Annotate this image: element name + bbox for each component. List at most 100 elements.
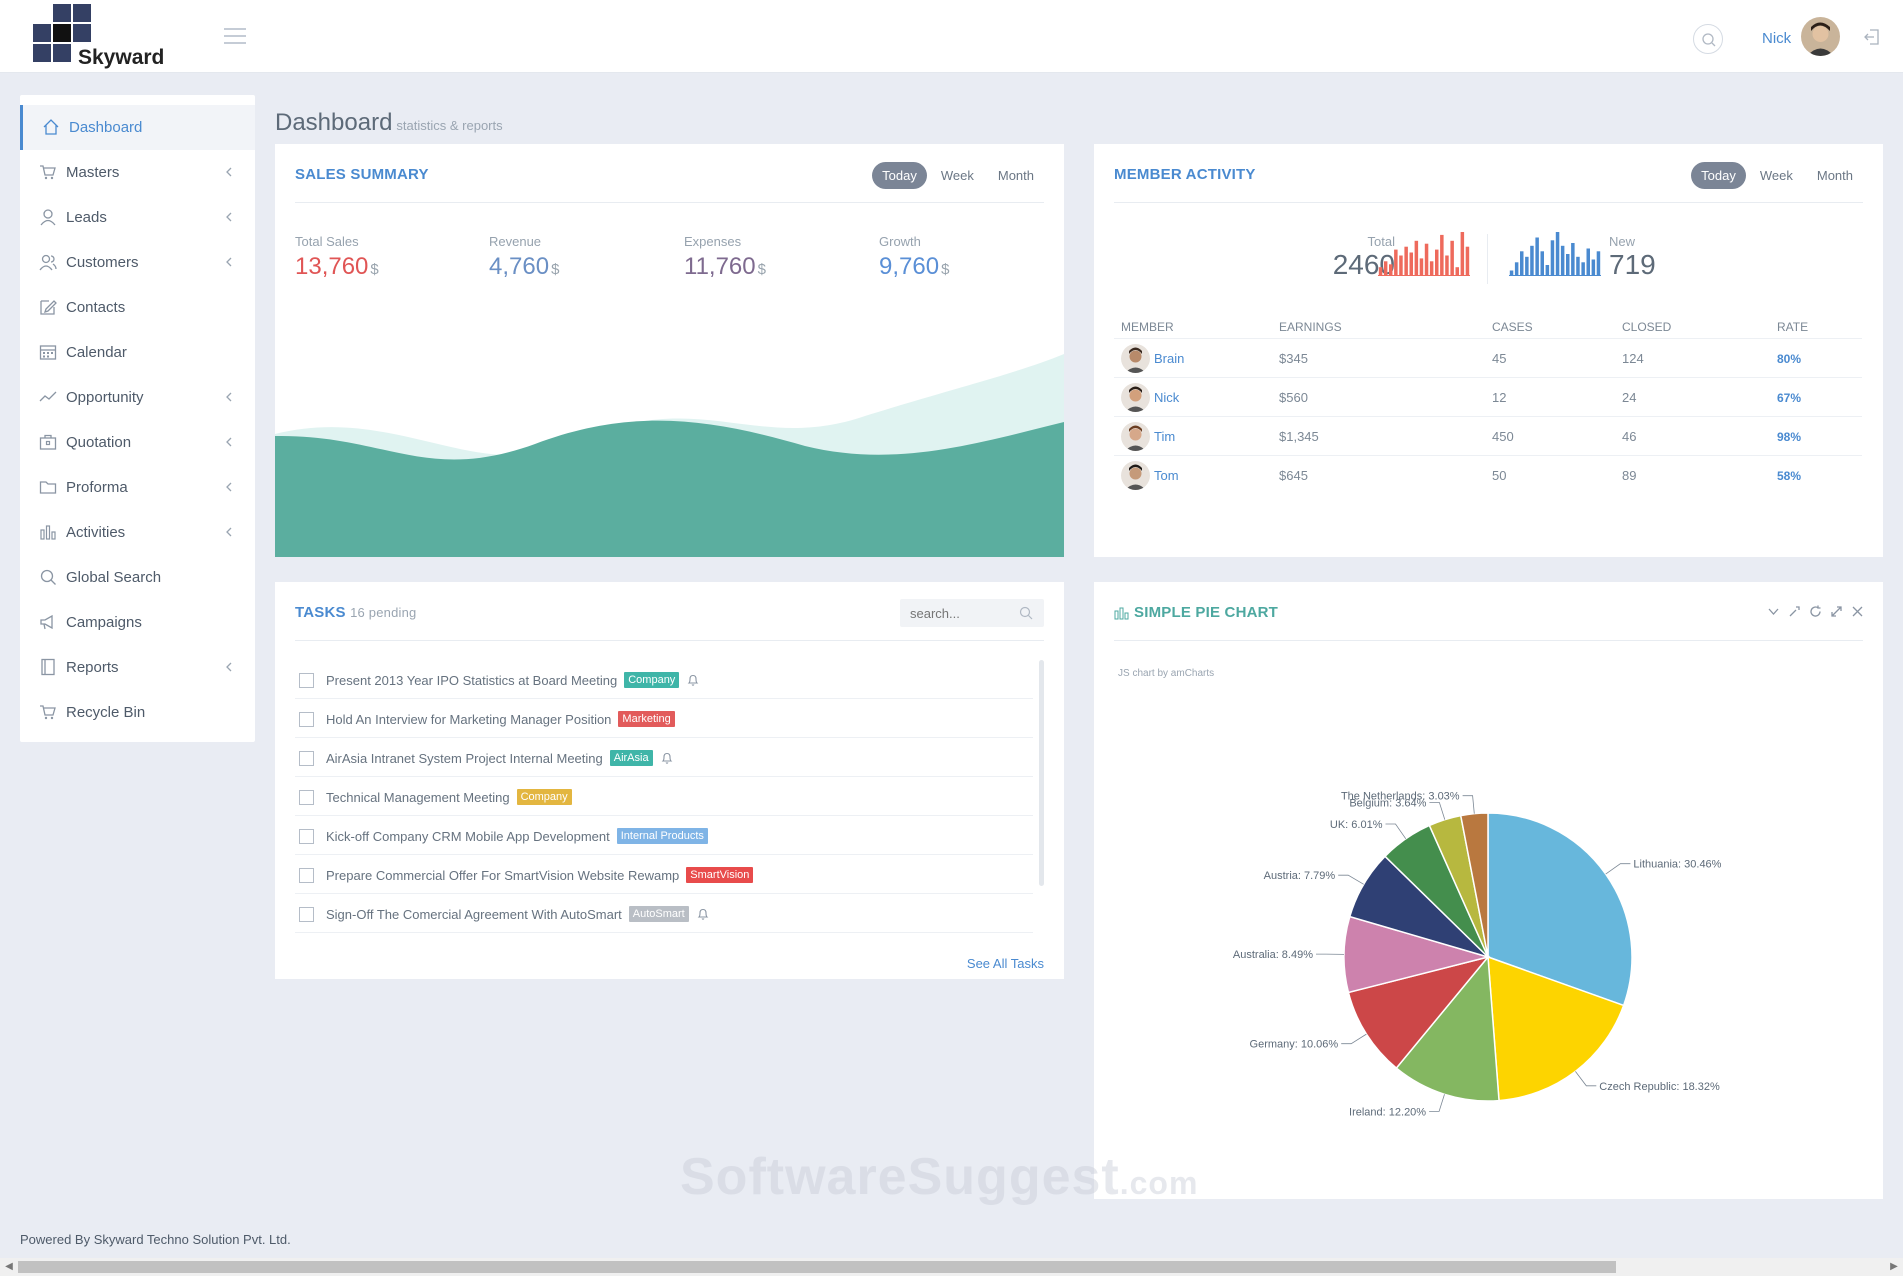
task-item[interactable]: Hold An Interview for Marketing Manager … — [295, 699, 1033, 738]
refresh-icon[interactable] — [1808, 604, 1823, 619]
task-checkbox[interactable] — [299, 868, 314, 883]
new-spark-bar — [1591, 259, 1596, 276]
member-name[interactable]: Nick — [1154, 390, 1180, 405]
sidebar-item-calendar[interactable]: Calendar — [20, 330, 255, 375]
sidebar-item-masters[interactable]: Masters — [20, 150, 255, 195]
close-icon[interactable] — [1850, 604, 1865, 619]
task-title[interactable]: Kick-off Company CRM Mobile App Developm… — [326, 828, 610, 844]
task-item[interactable]: Prepare Commercial Offer For SmartVision… — [295, 855, 1033, 894]
watermark-main: SoftwareSuggest — [680, 1148, 1120, 1206]
pie-leader-line — [1575, 1071, 1597, 1087]
sidebar-nav: Dashboard Masters Leads Customers Contacts Ca… — [20, 95, 255, 742]
sidebar-item-reports[interactable]: Reports — [20, 645, 255, 690]
member-tab-today[interactable]: Today — [1691, 162, 1746, 189]
sales-area-chart — [275, 354, 1064, 557]
sidebar-item-dashboard[interactable]: Dashboard — [20, 105, 255, 150]
task-item[interactable]: Technical Management Meeting Company — [295, 777, 1033, 816]
chevron-left-icon — [226, 662, 232, 672]
bell-icon[interactable] — [696, 907, 710, 921]
sidebar-item-quotation[interactable]: Quotation — [20, 420, 255, 465]
scroll-left-arrow[interactable]: ◀ — [5, 1261, 13, 1272]
task-title[interactable]: Present 2013 Year IPO Statistics at Boar… — [326, 672, 618, 688]
logout-icon[interactable] — [1863, 28, 1881, 46]
bell-icon[interactable] — [686, 673, 700, 687]
pie-slice-czech-republic[interactable] — [1487, 955, 1625, 1102]
task-title[interactable]: Hold An Interview for Marketing Manager … — [326, 711, 612, 727]
users-icon — [39, 254, 57, 271]
sidebar-item-global-search[interactable]: Global Search — [20, 555, 255, 600]
stat-label: Total Sales — [295, 234, 359, 249]
sidebar-item-contacts[interactable]: Contacts — [20, 285, 255, 330]
bell-icon[interactable] — [660, 751, 674, 765]
sales-tab-today[interactable]: Today — [872, 162, 927, 189]
task-list-scrollbar[interactable] — [1039, 660, 1044, 886]
member-name[interactable]: Tom — [1154, 468, 1179, 483]
new-spark-bar — [1576, 256, 1580, 276]
fullscreen-icon[interactable] — [1829, 604, 1844, 619]
total-sparkline — [1378, 232, 1470, 276]
member-name[interactable]: Tim — [1154, 429, 1176, 444]
table-row[interactable]: Tim $1,345 450 46 98% — [1114, 416, 1862, 455]
horizontal-scrollbar[interactable]: ◀ ▶ — [0, 1258, 1903, 1276]
stat-label: Revenue — [489, 234, 542, 249]
task-checkbox[interactable] — [299, 751, 314, 766]
task-checkbox[interactable] — [299, 907, 314, 922]
task-content: Kick-off Company CRM Mobile App Developm… — [326, 828, 708, 844]
task-item[interactable]: Sign-Off The Comercial Agreement With Au… — [295, 894, 1033, 933]
new-spark-bar — [1586, 248, 1590, 276]
tasks-title: TASKS 16 pending — [295, 604, 416, 621]
logo-text: Skyward — [78, 46, 165, 69]
table-row[interactable]: Tom $645 50 89 58% — [1114, 455, 1862, 494]
table-row[interactable]: Brain $345 45 124 80% — [1114, 338, 1862, 377]
task-checkbox[interactable] — [299, 712, 314, 727]
stat-value: 9,760 — [879, 253, 940, 280]
sidebar-item-customers[interactable]: Customers — [20, 240, 255, 285]
task-checkbox[interactable] — [299, 673, 314, 688]
sales-period-tabs: Today Week Month — [868, 162, 1044, 189]
wrench-icon[interactable] — [1787, 604, 1802, 619]
stat-unit: $ — [370, 261, 379, 278]
member-tab-month[interactable]: Month — [1816, 168, 1853, 183]
task-title[interactable]: Technical Management Meeting — [326, 789, 510, 805]
task-title[interactable]: Prepare Commercial Offer For SmartVision… — [326, 867, 680, 883]
task-title[interactable]: Sign-Off The Comercial Agreement With Au… — [326, 906, 622, 922]
total-spark-bar — [1409, 252, 1413, 276]
task-tag: AutoSmart — [628, 906, 689, 922]
skyward-logo[interactable]: Skyward — [33, 4, 173, 70]
pie-slice-ireland[interactable] — [1395, 955, 1500, 1102]
total-spark-bar — [1414, 240, 1419, 276]
task-title[interactable]: AirAsia Intranet System Project Internal… — [326, 750, 603, 766]
sidebar-item-leads[interactable]: Leads — [20, 195, 255, 240]
sidebar-item-proforma[interactable]: Proforma — [20, 465, 255, 510]
task-checkbox[interactable] — [299, 829, 314, 844]
user-name[interactable]: Nick — [1762, 30, 1792, 47]
edit-icon — [40, 300, 57, 315]
scroll-right-arrow[interactable]: ▶ — [1890, 1261, 1898, 1272]
task-item[interactable]: Present 2013 Year IPO Statistics at Boar… — [295, 660, 1033, 699]
pie-label: The Netherlands: 3.03% — [1341, 791, 1460, 803]
home-icon — [43, 119, 59, 135]
sidebar-item-activities[interactable]: Activities — [20, 510, 255, 555]
member-name[interactable]: Brain — [1154, 351, 1185, 366]
sidebar-item-recycle-bin[interactable]: Recycle Bin — [20, 690, 255, 735]
sales-tab-month[interactable]: Month — [997, 168, 1034, 183]
chevron-left-icon — [226, 167, 232, 177]
calendar-icon — [39, 345, 57, 360]
see-all-tasks-link[interactable]: See All Tasks — [966, 956, 1044, 971]
collapse-icon[interactable] — [1766, 604, 1781, 619]
watermark-suffix: .com — [1119, 1165, 1199, 1201]
menu-toggle-icon[interactable] — [224, 28, 246, 44]
sidebar-item-opportunity[interactable]: Opportunity — [20, 375, 255, 420]
sidebar-item-campaigns[interactable]: Campaigns — [20, 600, 255, 645]
header-search-button[interactable] — [1693, 24, 1723, 54]
task-item[interactable]: AirAsia Intranet System Project Internal… — [295, 738, 1033, 777]
table-row[interactable]: Nick $560 12 24 67% — [1114, 377, 1862, 416]
stat-value: 11,760 — [684, 253, 756, 280]
user-avatar[interactable] — [1801, 17, 1840, 56]
task-item[interactable]: Kick-off Company CRM Mobile App Developm… — [295, 816, 1033, 855]
task-checkbox[interactable] — [299, 790, 314, 805]
member-tab-week[interactable]: Week — [1759, 168, 1793, 183]
scroll-thumb[interactable] — [18, 1261, 1616, 1273]
total-spark-bar — [1455, 267, 1459, 276]
sales-tab-week[interactable]: Week — [940, 168, 974, 183]
